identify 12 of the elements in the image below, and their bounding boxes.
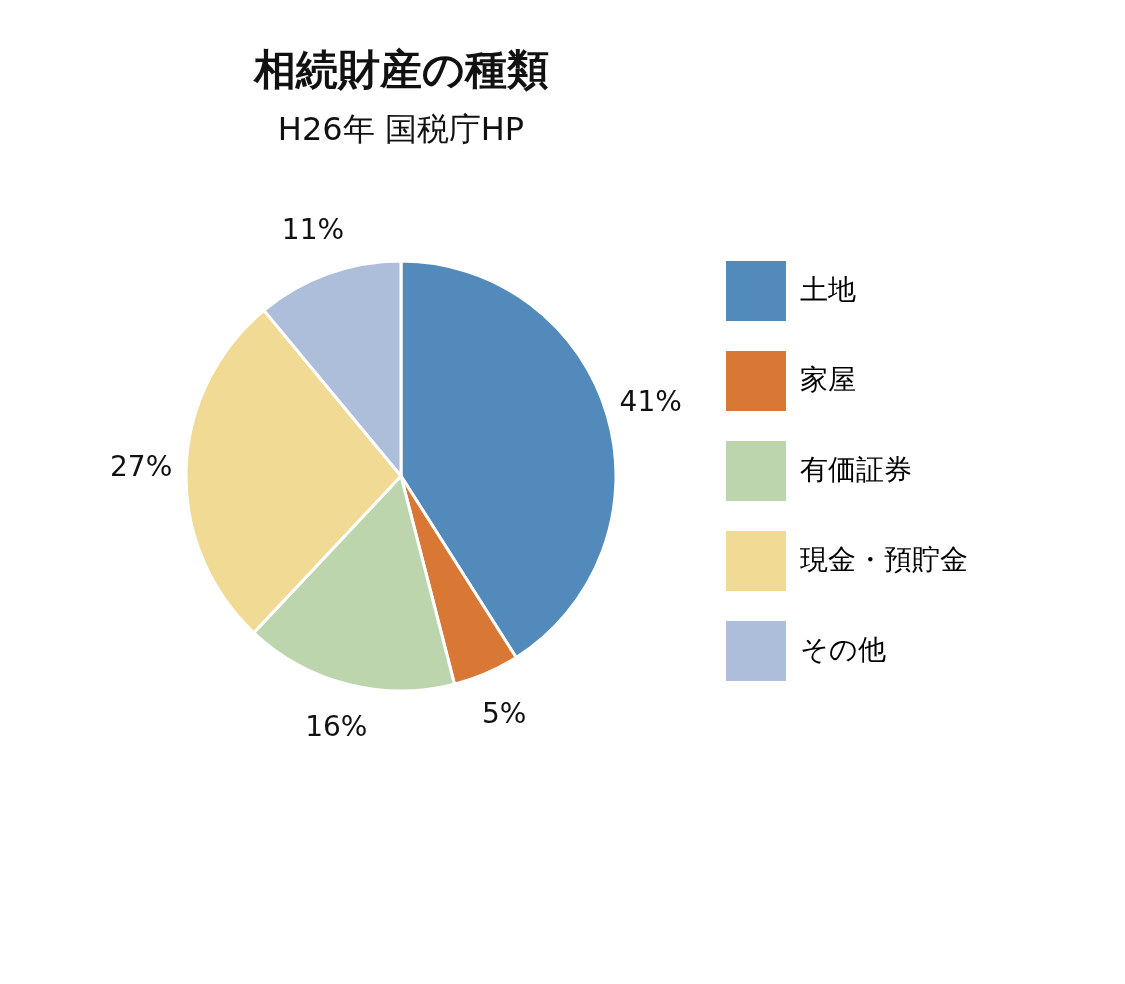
chart-title: 相続財産の種類: [252, 45, 549, 95]
legend-label: 現金・預貯金: [800, 543, 968, 576]
legend-label: 家屋: [800, 363, 856, 396]
data-label: 27%: [110, 449, 173, 483]
data-label: 16%: [305, 709, 368, 743]
data-label: 5%: [482, 696, 527, 730]
data-label: 11%: [281, 213, 345, 247]
chart-subtitle: H26年 国税庁HP: [277, 110, 525, 149]
legend-label: 土地: [800, 273, 856, 306]
legend-label: 有価証券: [800, 453, 912, 486]
legend-label: その他: [800, 633, 886, 666]
data-label: 41%: [619, 385, 682, 419]
